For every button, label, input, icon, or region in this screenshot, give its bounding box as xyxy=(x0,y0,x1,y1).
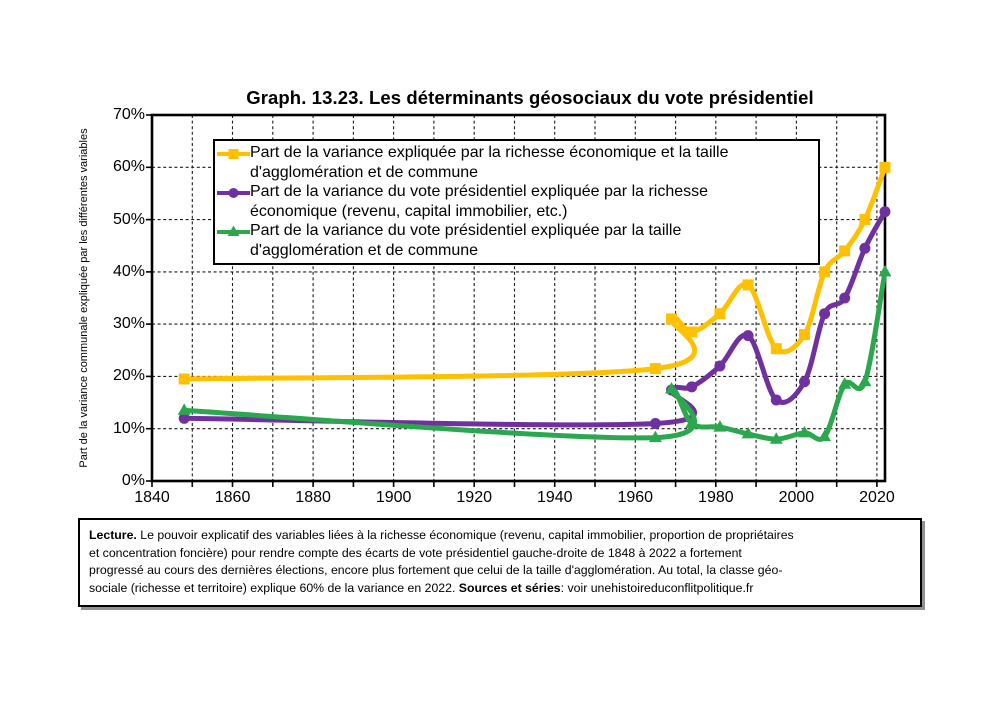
square-marker xyxy=(859,214,871,226)
x-tick-label: 1860 xyxy=(214,489,251,506)
square-marker xyxy=(178,373,190,385)
reading-note-text: Le pouvoir explicatif des variables liée… xyxy=(89,528,794,595)
y-tick-label: 70% xyxy=(112,106,145,123)
x-tick-label: 1920 xyxy=(456,489,492,506)
triangle-marker xyxy=(713,420,727,432)
triangle-marker xyxy=(227,225,240,236)
legend-label: Part de la variance expliquée par la ric… xyxy=(250,144,729,181)
circle-marker xyxy=(178,412,190,424)
legend-item-0: Part de la variance expliquée par la ric… xyxy=(217,143,814,182)
reading-note-box: Lecture. Le pouvoir explicatif des varia… xyxy=(78,518,922,608)
square-marker xyxy=(839,245,851,257)
x-tick-label: 1960 xyxy=(617,489,654,506)
y-tick-label: 20% xyxy=(112,367,145,385)
legend-label: Part de la variance du vote présidentiel… xyxy=(250,222,682,259)
circle-marker xyxy=(770,394,782,406)
plot-border xyxy=(150,113,887,483)
legend-square-marker-icon xyxy=(217,149,250,159)
y-tick-label: 40% xyxy=(112,262,145,280)
triangle-marker xyxy=(648,430,662,443)
y-tick-label: 60% xyxy=(112,158,145,176)
circle-marker xyxy=(839,292,851,304)
triangle-marker xyxy=(858,374,872,387)
triangle-marker xyxy=(769,432,783,444)
square-marker xyxy=(714,308,726,320)
square-marker xyxy=(799,329,810,341)
triangle-marker xyxy=(665,382,678,394)
sources-label: Sources et séries xyxy=(458,580,561,595)
circle-marker xyxy=(714,360,726,372)
circle-marker xyxy=(819,308,831,320)
circle-marker xyxy=(742,330,754,342)
chart-canvas xyxy=(146,113,892,487)
y-tick-label: 10% xyxy=(112,419,145,437)
legend-item-2: Part de la variance du vote présidentiel… xyxy=(217,221,814,260)
chart-plot-area xyxy=(146,113,892,487)
series-triangle xyxy=(177,264,892,444)
triangle-marker xyxy=(818,429,832,442)
circle-marker xyxy=(649,418,661,429)
chart-legend: Part de la variance expliquée par la ric… xyxy=(213,139,820,265)
circle-marker xyxy=(228,188,239,198)
triangle-marker xyxy=(741,426,755,439)
x-tick-label: 1980 xyxy=(698,489,734,506)
square-marker xyxy=(742,279,754,291)
triangle-marker xyxy=(685,416,699,428)
legend-item-1: Part de la variance du vote présidentiel… xyxy=(217,182,814,221)
triangle-marker xyxy=(878,264,892,277)
series-square xyxy=(178,161,891,385)
circle-marker xyxy=(879,206,891,218)
legend-circle-marker-icon xyxy=(217,188,250,198)
y-tick-label: 50% xyxy=(112,210,145,228)
legend-label: Part de la variance du vote présidentiel… xyxy=(250,183,709,220)
square-marker xyxy=(819,266,831,278)
square-marker xyxy=(228,149,239,159)
square-marker xyxy=(686,326,698,338)
x-tick-label: 1880 xyxy=(295,489,331,506)
series-line-2 xyxy=(181,269,888,442)
triangle-marker xyxy=(798,425,811,438)
triangle-marker xyxy=(838,377,852,389)
x-tick-label: 1940 xyxy=(536,489,573,506)
circle-marker xyxy=(859,242,871,254)
x-tick-label: 2020 xyxy=(859,489,895,506)
y-tick-label: 0% xyxy=(121,472,145,489)
y-axis-title: Part de la variance communale expliquée … xyxy=(78,128,90,468)
legend-triangle-marker-icon xyxy=(217,225,250,236)
square-marker xyxy=(649,363,661,375)
square-marker xyxy=(770,343,782,355)
chart-title: Graph. 13.23. Les déterminants géosociau… xyxy=(246,87,814,108)
x-tick-label: 2000 xyxy=(778,489,815,506)
square-marker xyxy=(879,161,891,173)
sources-text: : voir unehistoireduconflitpolitique.fr xyxy=(560,580,754,595)
reading-note-label: Lecture. xyxy=(89,528,137,542)
square-marker xyxy=(666,313,677,325)
x-tick-label: 1840 xyxy=(134,489,170,506)
y-tick-label: 30% xyxy=(112,315,145,333)
series-circle xyxy=(178,206,891,429)
triangle-marker xyxy=(177,403,191,415)
circle-marker xyxy=(799,376,810,388)
circle-marker xyxy=(686,381,698,393)
x-tick-label: 1900 xyxy=(375,489,412,506)
